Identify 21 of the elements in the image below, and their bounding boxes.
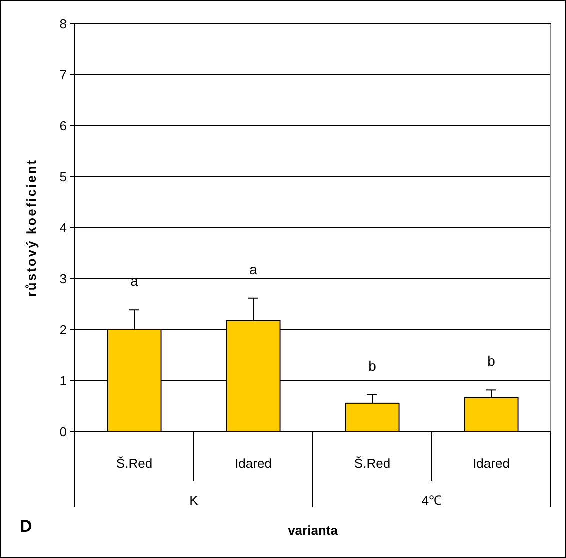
annotation: b [488,353,496,370]
y-tick-label: 4 [60,220,67,236]
y-tick-label: 8 [60,16,67,32]
y-tick-label: 6 [60,118,67,134]
text: K [190,493,199,508]
y-axis-title: růstový koeficient [24,158,39,298]
x-axis-title: varianta [288,523,339,538]
x-tick-label: Š.Red [116,456,153,471]
x-tick-label: Idared [473,456,510,471]
y-tick-label: 1 [60,374,67,389]
y-tick-label: 3 [60,272,67,287]
y-tick-label: 7 [60,68,67,83]
y-tick-label: 2 [60,322,67,338]
annotation: a [250,261,258,278]
y-tick-label: 0 [60,424,67,440]
text: 4℃ [422,493,442,508]
text: D [20,517,32,536]
x-tick-label: Š.Red [354,456,391,471]
y-tick-label: 5 [60,170,67,185]
annotation: b [368,358,377,374]
x-tick-label: Idared [235,456,272,471]
